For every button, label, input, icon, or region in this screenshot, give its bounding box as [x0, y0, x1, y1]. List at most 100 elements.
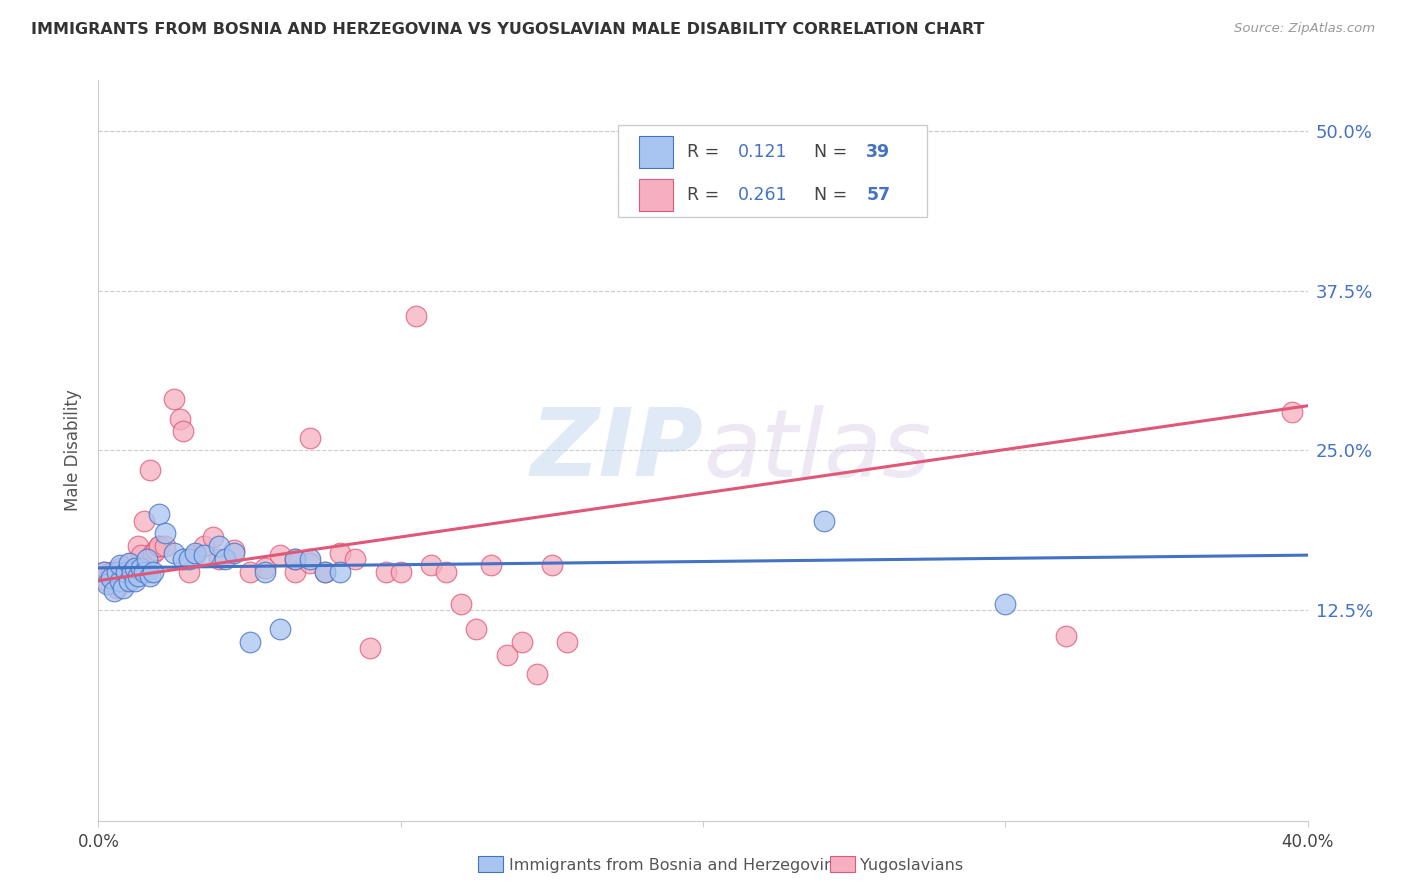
- Point: [465, 622, 488, 636]
- Point: [214, 552, 236, 566]
- Point: [208, 539, 231, 553]
- Point: [193, 548, 215, 562]
- Point: [100, 565, 122, 579]
- Point: [329, 565, 352, 579]
- Point: [148, 539, 170, 553]
- Point: [121, 565, 143, 579]
- Point: [269, 622, 291, 636]
- Point: [434, 565, 457, 579]
- Text: Source: ZipAtlas.com: Source: ZipAtlas.com: [1234, 22, 1375, 36]
- Text: atlas: atlas: [703, 405, 931, 496]
- Point: [127, 539, 149, 553]
- Point: [139, 568, 162, 582]
- Point: [224, 545, 246, 559]
- Point: [299, 556, 322, 570]
- Point: [314, 565, 336, 579]
- Point: [100, 571, 122, 585]
- Point: [299, 431, 322, 445]
- Text: IMMIGRANTS FROM BOSNIA AND HERZEGOVINA VS YUGOSLAVIAN MALE DISABILITY CORRELATIO: IMMIGRANTS FROM BOSNIA AND HERZEGOVINA V…: [31, 22, 984, 37]
- Point: [124, 565, 146, 579]
- Point: [208, 552, 231, 566]
- Point: [118, 565, 141, 579]
- Point: [142, 565, 165, 579]
- Point: [169, 411, 191, 425]
- Bar: [638, 178, 673, 211]
- Text: R =: R =: [688, 186, 725, 203]
- Text: 39: 39: [866, 144, 890, 161]
- Point: [1281, 405, 1303, 419]
- Point: [540, 558, 562, 573]
- Point: [481, 558, 503, 573]
- Point: [179, 565, 201, 579]
- Point: [314, 565, 336, 579]
- Point: [163, 392, 186, 407]
- Point: [526, 666, 548, 681]
- Point: [994, 597, 1017, 611]
- Point: [124, 574, 146, 588]
- Point: [111, 582, 134, 596]
- Point: [108, 558, 131, 573]
- Point: [148, 508, 170, 522]
- Point: [118, 556, 141, 570]
- Point: [193, 539, 215, 553]
- Point: [179, 552, 201, 566]
- Point: [163, 545, 186, 559]
- Point: [129, 548, 152, 562]
- Text: N =: N =: [814, 186, 853, 203]
- Point: [124, 561, 146, 575]
- Point: [813, 514, 835, 528]
- Point: [132, 565, 155, 579]
- Point: [132, 514, 155, 528]
- Point: [114, 574, 136, 588]
- Point: [172, 552, 194, 566]
- Point: [103, 565, 125, 579]
- Point: [184, 545, 207, 559]
- Point: [121, 556, 143, 570]
- Text: Yugoslavians: Yugoslavians: [860, 858, 963, 872]
- Point: [224, 543, 246, 558]
- Y-axis label: Male Disability: Male Disability: [65, 390, 83, 511]
- Point: [111, 568, 134, 582]
- Point: [253, 561, 276, 575]
- Point: [105, 565, 128, 579]
- Point: [118, 574, 141, 588]
- Point: [103, 577, 125, 591]
- Point: [360, 641, 382, 656]
- Text: 0.261: 0.261: [738, 186, 787, 203]
- Point: [495, 648, 517, 662]
- Point: [420, 558, 443, 573]
- Point: [93, 565, 115, 579]
- Point: [135, 552, 157, 566]
- Point: [114, 565, 136, 579]
- Point: [253, 565, 276, 579]
- Point: [108, 574, 131, 588]
- Point: [374, 565, 396, 579]
- Point: [284, 552, 307, 566]
- FancyBboxPatch shape: [619, 125, 927, 218]
- Text: Immigrants from Bosnia and Herzegovina: Immigrants from Bosnia and Herzegovina: [509, 858, 844, 872]
- Point: [299, 552, 322, 566]
- Point: [153, 539, 176, 553]
- Point: [103, 583, 125, 598]
- Text: 0.121: 0.121: [738, 144, 787, 161]
- Point: [153, 526, 176, 541]
- Point: [269, 548, 291, 562]
- Point: [127, 568, 149, 582]
- Point: [93, 565, 115, 579]
- Point: [555, 635, 578, 649]
- Point: [108, 561, 131, 575]
- Point: [389, 565, 412, 579]
- Text: 57: 57: [866, 186, 890, 203]
- Bar: [638, 136, 673, 169]
- Point: [135, 565, 157, 579]
- Point: [145, 543, 167, 558]
- Point: [148, 539, 170, 553]
- Point: [172, 425, 194, 439]
- Point: [139, 462, 162, 476]
- Point: [284, 565, 307, 579]
- Point: [1054, 629, 1077, 643]
- Point: [284, 552, 307, 566]
- Point: [105, 582, 128, 596]
- Point: [344, 552, 367, 566]
- Point: [96, 574, 118, 588]
